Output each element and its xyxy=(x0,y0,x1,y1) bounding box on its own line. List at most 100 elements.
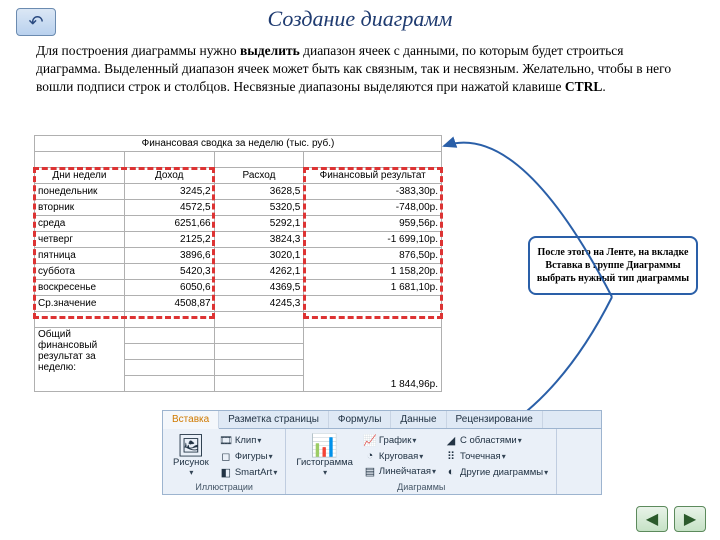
cell-expense: 3020,1 xyxy=(214,248,304,264)
cell-result xyxy=(304,296,442,312)
col-header: Доход xyxy=(124,168,214,184)
cell-result: -748,00р. xyxy=(304,200,442,216)
ribbon-btn-Рисунок[interactable]: 🖼Рисунок▾ xyxy=(169,433,213,480)
small-icon: ◔ xyxy=(363,450,377,462)
footer-value: 1 844,96р. xyxy=(304,328,442,392)
cell-result: 1 681,10р. xyxy=(304,280,442,296)
ribbon-tab-3[interactable]: Данные xyxy=(391,411,446,428)
table-row: вторник4572,55320,5-748,00р. xyxy=(35,200,442,216)
cell-expense: 4262,1 xyxy=(214,264,304,280)
small-icon: 📈 xyxy=(363,434,377,447)
table-row: четверг2125,23824,3-1 699,10р. xyxy=(35,232,442,248)
ribbon-btn-Фигуры[interactable]: ◻Фигуры▾ xyxy=(217,449,280,464)
small-icon: ◐ xyxy=(444,466,458,478)
cell-income: 3245,2 xyxy=(124,184,214,200)
cell-day: воскресенье xyxy=(35,280,125,296)
btn-label: Клип xyxy=(235,435,257,446)
cell-result: 876,50р. xyxy=(304,248,442,264)
small-icon: 🎞 xyxy=(219,434,233,447)
prev-button[interactable]: ◀ xyxy=(636,506,668,532)
ribbon-btn-Точечная[interactable]: ⠿Точечная▾ xyxy=(442,449,550,464)
table-row: Ср.значение4508,874245,3 xyxy=(35,296,442,312)
cell-day: суббота xyxy=(35,264,125,280)
cell-result: 1 158,20р. xyxy=(304,264,442,280)
cell-expense: 4245,3 xyxy=(214,296,304,312)
cell-expense: 5292,1 xyxy=(214,216,304,232)
btn-label: SmartArt xyxy=(235,467,272,478)
ribbon-btn-SmartArt[interactable]: ◧SmartArt▾ xyxy=(217,465,280,480)
table-row: среда6251,665292,1959,56р. xyxy=(35,216,442,232)
small-icon: ⠿ xyxy=(444,450,458,463)
btn-label: Рисунок xyxy=(173,457,209,468)
ribbon-body: 🖼Рисунок▾ 🎞Клип▾◻Фигуры▾◧SmartArt▾ Иллюстр… xyxy=(163,429,601,494)
cell-income: 2125,2 xyxy=(124,232,214,248)
btn-label: Линейчатая xyxy=(379,466,431,477)
cell-expense: 3628,5 xyxy=(214,184,304,200)
cell-day: Ср.значение xyxy=(35,296,125,312)
chart-icon: 📊 xyxy=(311,435,338,457)
table-row: понедельник3245,23628,5-383,30р. xyxy=(35,184,442,200)
btn-label: Фигуры xyxy=(235,451,268,462)
cell-result: -383,30р. xyxy=(304,184,442,200)
small-icon: ▤ xyxy=(363,465,377,478)
next-button[interactable]: ▶ xyxy=(674,506,706,532)
table-row: суббота5420,34262,11 158,20р. xyxy=(35,264,442,280)
cell-result: 959,56р. xyxy=(304,216,442,232)
small-icon: ◻ xyxy=(219,450,233,463)
data-table: Финансовая сводка за неделю (тыс. руб.) Д… xyxy=(34,135,442,392)
ribbon: ВставкаРазметка страницыФормулыДанныеРец… xyxy=(162,410,602,495)
ribbon-group-title: Иллюстрации xyxy=(195,482,253,492)
ribbon-group-0: 🖼Рисунок▾ 🎞Клип▾◻Фигуры▾◧SmartArt▾ Иллюстр… xyxy=(163,429,286,494)
btn-label: С областями xyxy=(460,435,517,446)
page-title: Создание диаграмм xyxy=(0,6,720,32)
ribbon-tabs: ВставкаРазметка страницыФормулыДанныеРец… xyxy=(163,411,601,429)
cell-income: 6050,6 xyxy=(124,280,214,296)
btn-label: Точечная xyxy=(460,451,501,462)
ribbon-group-title: Диаграммы xyxy=(397,482,445,492)
ribbon-tab-1[interactable]: Разметка страницы xyxy=(219,411,329,428)
col-header: Дни недели xyxy=(35,168,125,184)
cell-day: среда xyxy=(35,216,125,232)
cell-income: 5420,3 xyxy=(124,264,214,280)
btn-label: Другие диаграммы xyxy=(460,467,543,478)
cell-income: 6251,66 xyxy=(124,216,214,232)
ribbon-btn-График[interactable]: 📈График▾ xyxy=(361,433,438,448)
table-row: пятница3896,63020,1876,50р. xyxy=(35,248,442,264)
btn-label: График xyxy=(379,435,411,446)
btn-label: Гистограмма xyxy=(296,457,353,468)
spreadsheet-area: Финансовая сводка за неделю (тыс. руб.) Д… xyxy=(34,135,442,392)
cell-day: пятница xyxy=(35,248,125,264)
small-icon: ◧ xyxy=(219,466,233,479)
ribbon-tab-0[interactable]: Вставка xyxy=(163,411,219,429)
cell-day: четверг xyxy=(35,232,125,248)
nav-arrows: ◀ ▶ xyxy=(636,506,706,532)
cell-day: вторник xyxy=(35,200,125,216)
ribbon-btn-С областями[interactable]: ◢С областями▾ xyxy=(442,433,550,448)
btn-label: Круговая xyxy=(379,451,418,462)
ribbon-btn-Линейчатая[interactable]: ▤Линейчатая▾ xyxy=(361,464,438,479)
col-header: Расход xyxy=(214,168,304,184)
ribbon-group-1: 📊Гистограмма▾📈График▾◔Круговая▾▤Линейчат… xyxy=(286,429,557,494)
body-paragraph: Для построения диаграммы нужно выделить … xyxy=(36,42,686,97)
ribbon-btn-Гистограмма[interactable]: 📊Гистограмма▾ xyxy=(292,433,357,479)
cell-result: -1 699,10р. xyxy=(304,232,442,248)
cell-expense: 3824,3 xyxy=(214,232,304,248)
ribbon-btn-Другие диаграммы[interactable]: ◐Другие диаграммы▾ xyxy=(442,465,550,479)
ribbon-tab-2[interactable]: Формулы xyxy=(329,411,392,428)
small-icon: ◢ xyxy=(444,434,458,447)
cell-expense: 5320,5 xyxy=(214,200,304,216)
table-title: Финансовая сводка за неделю (тыс. руб.) xyxy=(35,136,442,152)
table-row: воскресенье6050,64369,51 681,10р. xyxy=(35,280,442,296)
ribbon-btn-Клип[interactable]: 🎞Клип▾ xyxy=(217,433,280,448)
callout-box: После этого на Ленте, на вкладке Вставка… xyxy=(528,236,698,295)
footer-label: Общий финансовый результат за неделю: xyxy=(35,328,125,392)
ribbon-btn-Круговая[interactable]: ◔Круговая▾ xyxy=(361,449,438,463)
col-header: Финансовый результат xyxy=(304,168,442,184)
cell-income: 4572,5 xyxy=(124,200,214,216)
cell-income: 4508,87 xyxy=(124,296,214,312)
cell-expense: 4369,5 xyxy=(214,280,304,296)
chart-icon: 🖼 xyxy=(177,435,205,457)
cell-day: понедельник xyxy=(35,184,125,200)
cell-income: 3896,6 xyxy=(124,248,214,264)
ribbon-tab-4[interactable]: Рецензирование xyxy=(447,411,543,428)
